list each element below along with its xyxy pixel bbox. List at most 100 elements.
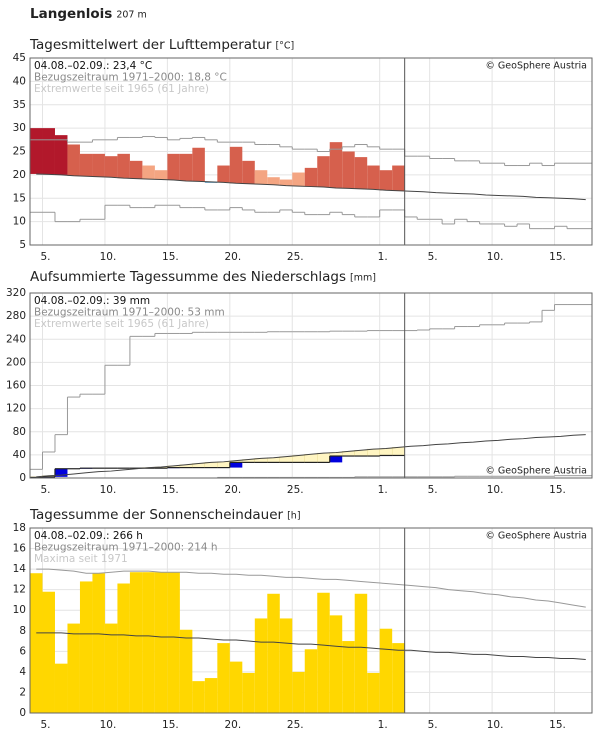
reference-line	[36, 173, 586, 201]
y-tick-label: 320	[6, 287, 26, 299]
annotation: Extremwerte seit 1965 (61 Jahre)	[34, 83, 209, 95]
bar	[179, 629, 193, 713]
bar	[142, 572, 155, 713]
annotation: Bezugszeitraum 1971–2000: 214 h	[34, 542, 218, 554]
x-tick-label: 10.	[487, 719, 504, 729]
x-tick-label: 20.	[224, 484, 241, 496]
bar	[117, 583, 130, 713]
temperature-bar	[179, 153, 193, 181]
bar	[42, 591, 55, 713]
x-tick-label: 25.	[287, 251, 304, 263]
bar	[304, 649, 318, 713]
x-tick-label: 25.	[287, 719, 304, 729]
y-tick-label: 240	[6, 333, 26, 345]
x-tick-label: 10.	[487, 251, 504, 263]
annotation: 04.08.–02.09.: 39 mm	[34, 295, 150, 307]
y-tick-label: 2	[19, 686, 26, 698]
y-tick-label: 45	[13, 52, 26, 64]
credit: © GeoSphere Austria	[485, 61, 587, 72]
temperature-bar	[92, 153, 105, 177]
chart-unit: [h]	[287, 511, 300, 522]
y-tick-label: 8	[19, 625, 26, 637]
deficit-area	[317, 452, 330, 463]
temperature-bar	[42, 128, 55, 175]
bar	[342, 641, 355, 713]
y-tick-label: 20	[13, 169, 26, 181]
plot-frame	[29, 57, 593, 246]
deficit-area	[391, 447, 405, 456]
bar	[30, 573, 43, 713]
x-tick-label: 10.	[100, 251, 117, 263]
x-tick-label: 10.	[100, 719, 117, 729]
y-tick-label: 14	[13, 563, 27, 575]
x-tick-label: 5.	[428, 484, 438, 496]
temperature-bar	[292, 172, 305, 187]
deficit-area	[304, 454, 318, 463]
bar	[54, 663, 68, 713]
y-tick-label: 16	[13, 543, 27, 555]
y-tick-label: 80	[13, 426, 26, 438]
temperature-bar	[142, 165, 155, 180]
y-tick-label: 4	[19, 666, 26, 678]
temperature-bar	[317, 156, 330, 188]
bar	[217, 643, 230, 713]
annotation: 04.08.–02.09.: 266 h	[34, 530, 143, 542]
x-tick-label: 15.	[162, 484, 179, 496]
bar	[292, 671, 305, 713]
temperature-bar	[279, 179, 293, 186]
x-tick-label: 25.	[287, 484, 304, 496]
bar	[279, 618, 293, 713]
y-tick-label: 280	[6, 310, 26, 322]
reference-line	[36, 632, 586, 661]
annotation: Maxima seit 1971	[34, 553, 128, 565]
temperature-bar	[367, 165, 380, 190]
bar	[67, 623, 80, 713]
x-tick-label: 15.	[162, 719, 179, 729]
x-tick-label: 5.	[40, 484, 50, 496]
x-tick-label: 10.	[100, 484, 117, 496]
x-tick-label: 5.	[428, 251, 438, 263]
temperature-bar	[54, 135, 68, 175]
bar	[204, 678, 218, 713]
y-tick-label: 40	[13, 75, 26, 87]
bar	[104, 623, 118, 713]
deficit-area	[217, 461, 231, 468]
y-tick-label: 6	[19, 645, 26, 657]
temperature-bar	[329, 142, 343, 188]
temperature-bar	[167, 153, 180, 181]
temperature-bar	[392, 165, 405, 191]
bar	[79, 581, 93, 713]
temperature-bar	[242, 160, 255, 184]
deficit-area	[367, 448, 380, 457]
x-tick-label: 10.	[487, 484, 504, 496]
station-name: Langenlois	[30, 6, 112, 22]
bar	[229, 661, 243, 713]
temperature-bar	[67, 144, 80, 176]
temperature-bar	[304, 167, 318, 187]
temperature-bar	[254, 170, 268, 185]
chart-title: Tagesmittelwert der Lufttemperatur	[29, 37, 272, 53]
bar	[254, 618, 268, 713]
x-tick-label: 20.	[224, 719, 241, 729]
annotation: Bezugszeitraum 1971–2000: 53 mm	[34, 307, 225, 319]
y-tick-label: 10	[13, 604, 26, 616]
bar	[192, 681, 205, 713]
temperature-bar	[354, 157, 368, 189]
bar	[329, 615, 343, 713]
daily-increase	[229, 462, 243, 468]
x-tick-label: 1.	[378, 251, 388, 263]
deficit-area	[292, 455, 305, 463]
temperature-bar	[379, 170, 393, 191]
chart-unit: [°C]	[275, 41, 294, 52]
bar	[317, 592, 330, 713]
temperature-bar	[342, 151, 355, 189]
y-tick-label: 35	[13, 99, 26, 111]
station-elevation: 207 m	[116, 10, 146, 21]
daily-increase	[54, 468, 68, 477]
temperature-bar	[154, 170, 168, 180]
y-tick-label: 0	[19, 707, 26, 719]
x-tick-label: 15.	[549, 251, 566, 263]
annotation: Bezugszeitraum 1971–2000: 18,8 °C	[34, 72, 227, 84]
reference-line	[36, 434, 586, 478]
